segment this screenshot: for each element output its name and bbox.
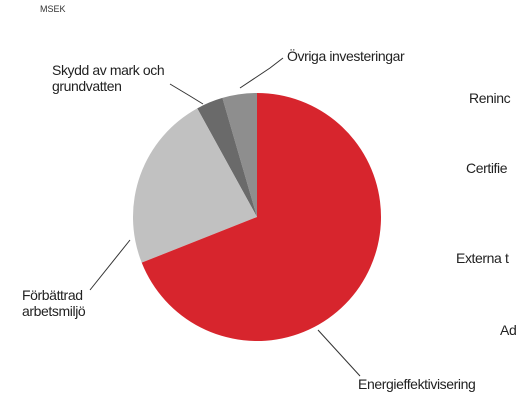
leader-line [89,239,131,291]
pie-slice [197,97,257,217]
leader-line [317,329,361,377]
leader-line [169,83,204,105]
pie-slice [141,93,381,341]
slice-label: Energieffektivisering [358,376,476,392]
partial-label: Reninc [469,90,511,106]
partial-label: Ad [500,322,517,338]
pie-slice [222,93,257,217]
pie-slice [133,108,257,263]
partial-label: Certifie [466,160,508,176]
slice-label: Förbättrad arbetsmiljö [22,287,86,319]
partial-label: Externa t [456,250,509,266]
slice-label: Övriga investeringar [287,48,405,64]
leader-line [239,57,284,89]
leader-lines [89,57,361,377]
slice-label: Skydd av mark och grundvatten [52,62,165,94]
subtitle: MSEK [40,4,66,14]
